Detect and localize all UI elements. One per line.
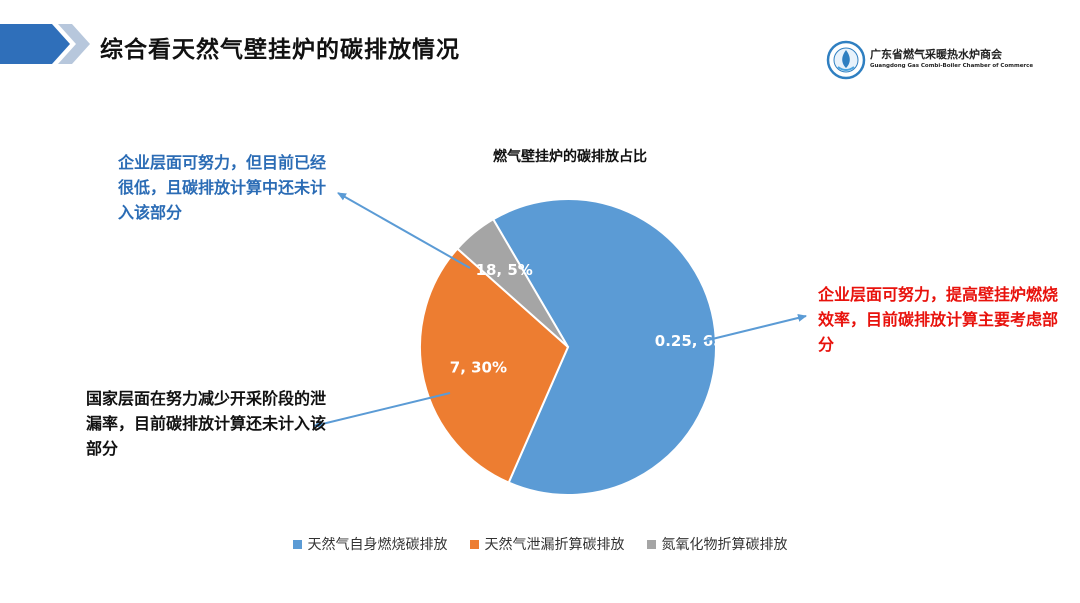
legend-item-nitrogen: 氮氧化物折算碳排放 [646,534,788,554]
slice-label-nitrogen: 18, 5% [476,261,533,279]
chart-legend: 天然气自身燃烧碳排放 天然气泄漏折算碳排放 氮氧化物折算碳排放 [0,534,1080,554]
callout-leakage: 国家层面在努力减少开采阶段的泄漏率，目前碳排放计算还未计入该部分 [86,389,327,458]
arrow-to-red-callout [699,314,807,343]
slice-label-combustion: 0.25, 65 [655,332,724,350]
legend-label-nitrogen: 氮氧化物折算碳排放 [661,537,788,553]
callout-combustion: 企业层面可努力，提高壁挂炉燃烧效率，目前碳排放计算主要考虑部分 [818,285,1059,354]
header-arrow-icon [0,24,90,64]
page-title: 综合看天然气壁挂炉的碳排放情况 [100,37,460,63]
arrow-to-blue-callout [337,192,471,269]
legend-swatch-orange [469,539,479,549]
pie-slice-nitrogen [455,217,569,348]
arrow-to-black-callout [313,392,451,429]
pie-slice-leakage [419,247,570,484]
logo-name-en: Guangdong Gas Combi-Boiler Chamber of Co… [870,63,1034,69]
chart-title: 燃气壁挂炉的碳排放占比 [493,149,647,165]
legend-label-combustion: 天然气自身燃烧碳排放 [307,537,448,553]
slice-label-leakage: 7, 30% [450,359,507,377]
chamber-logo: 广东省燃气采暖热水炉商会 Guangdong Gas Combi-Boiler … [826,40,1046,84]
logo-name-cn: 广东省燃气采暖热水炉商会 [870,48,1002,61]
legend-item-combustion: 天然气自身燃烧碳排放 [292,534,448,554]
legend-swatch-gray [646,539,656,549]
chamber-seal-icon [826,40,866,80]
legend-label-leakage: 天然气泄漏折算碳排放 [484,537,625,553]
callout-nitrogen-oxides: 企业层面可努力，但目前已经很低，且碳排放计算中还未计入该部分 [118,153,327,222]
legend-item-leakage: 天然气泄漏折算碳排放 [469,534,625,554]
legend-swatch-blue [292,539,302,549]
